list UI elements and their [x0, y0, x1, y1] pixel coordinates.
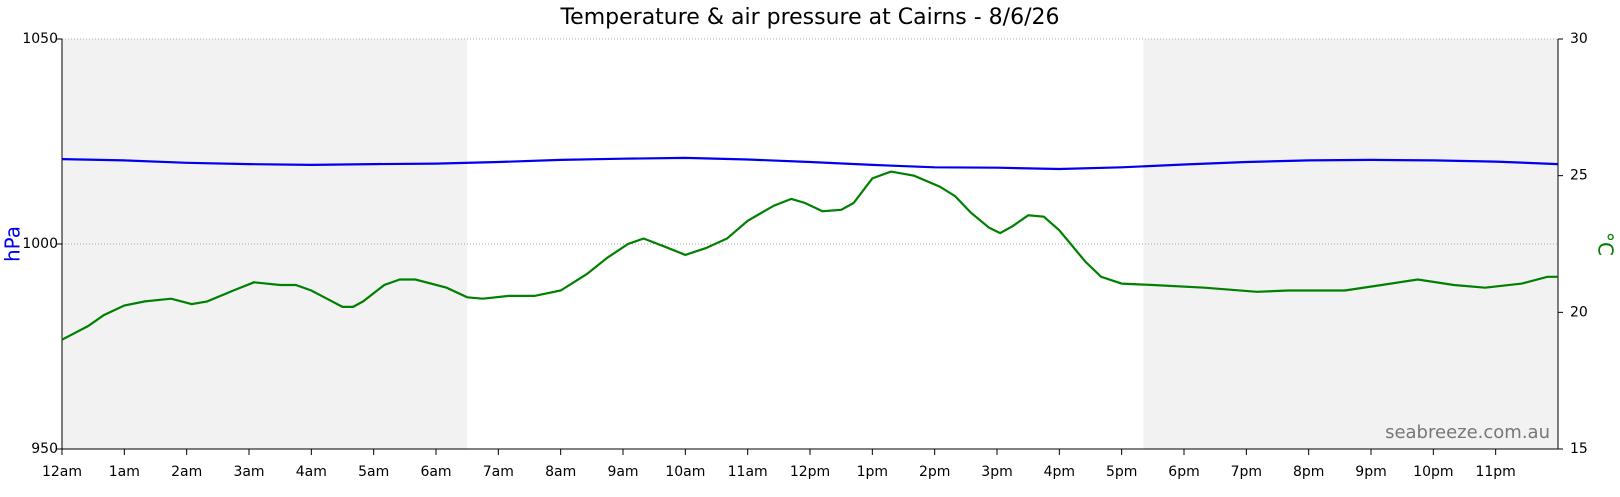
series-line: [61, 170, 1558, 341]
watermark: seabreeze.com.au: [1385, 422, 1550, 443]
night-shade: [62, 39, 468, 449]
x-tick-label: 8pm: [1293, 464, 1324, 480]
x-tick-label: 12pm: [790, 464, 830, 480]
x-tick-label: 6am: [420, 464, 451, 480]
x-tick-label: 10pm: [1413, 464, 1453, 480]
x-tick-label: 7pm: [1231, 464, 1262, 480]
x-tick-label: 12am: [42, 464, 82, 480]
x-tick-label: 11am: [728, 464, 768, 480]
x-tick-label: 6pm: [1168, 464, 1199, 480]
y2-tick-label: 15: [1570, 441, 1588, 457]
chart-title: Temperature & air pressure at Cairns - 8…: [559, 5, 1059, 30]
x-tick-label: 2pm: [919, 464, 950, 480]
night-shade: [1143, 39, 1558, 449]
x-tick-label: 5pm: [1106, 464, 1137, 480]
y-tick-label: 1050: [22, 31, 58, 47]
x-tick-label: 3pm: [981, 464, 1012, 480]
y-tick-label: 1000: [22, 236, 58, 252]
series-line: [61, 156, 1559, 171]
x-tick-label: 1pm: [857, 464, 888, 480]
y-axis-label: hPa: [1, 226, 25, 262]
x-tick-label: 4am: [296, 464, 327, 480]
y2-tick-label: 30: [1570, 31, 1588, 47]
x-tick-label: 3am: [233, 464, 264, 480]
x-tick-label: 4pm: [1044, 464, 1075, 480]
y-tick-label: 950: [31, 441, 58, 457]
y2-tick-label: 20: [1570, 304, 1588, 320]
x-tick-label: 7am: [483, 464, 514, 480]
y2-tick-label: 25: [1570, 168, 1588, 184]
x-tick-label: 9am: [607, 464, 638, 480]
x-tick-label: 2am: [171, 464, 202, 480]
x-tick-label: 11pm: [1475, 464, 1515, 480]
x-tick-label: 9pm: [1355, 464, 1386, 480]
x-tick-label: 1am: [109, 464, 140, 480]
y2-axis-label: °C: [1594, 232, 1618, 256]
x-tick-label: 10am: [665, 464, 705, 480]
x-tick-label: 5am: [358, 464, 389, 480]
x-tick-label: 8am: [545, 464, 576, 480]
